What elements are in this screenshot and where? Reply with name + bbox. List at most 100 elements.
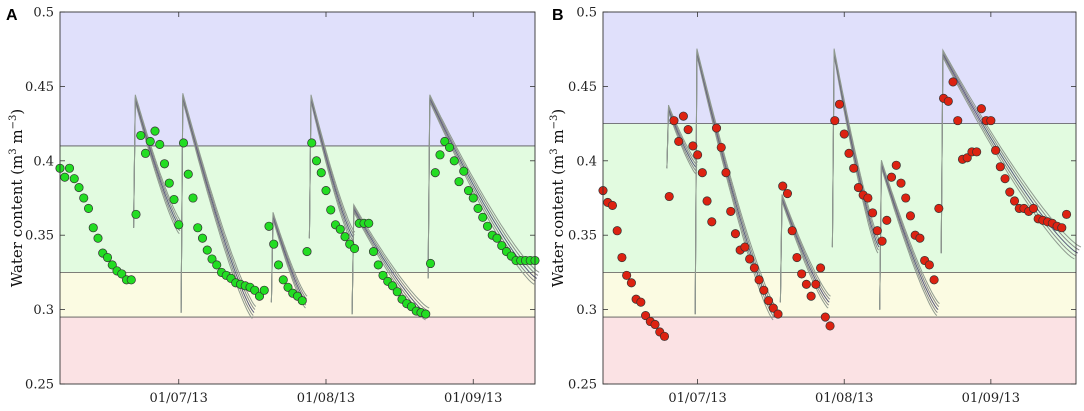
data-point-35 xyxy=(763,296,774,306)
plot-frame xyxy=(602,11,1077,385)
y-axis-label-superscript: −3 xyxy=(549,115,560,130)
data-point-11 xyxy=(107,260,117,270)
data-point-50 xyxy=(834,99,845,109)
data-point-13 xyxy=(117,269,127,279)
data-point-98 xyxy=(1061,209,1072,219)
data-point-52 xyxy=(844,148,854,158)
data-point-73 xyxy=(943,96,953,106)
band-1 xyxy=(603,123,1076,273)
y-tick-label: 0.5 xyxy=(33,6,54,21)
data-point-42 xyxy=(797,269,807,279)
sim-curve-0-3 xyxy=(133,96,182,228)
band-3 xyxy=(60,317,535,384)
data-point-2 xyxy=(64,163,75,173)
x-tick-label: 01/07/13 xyxy=(150,391,208,406)
data-point-48 xyxy=(825,321,835,331)
data-point-64 xyxy=(901,193,911,203)
data-point-43 xyxy=(801,279,811,289)
band-3 xyxy=(603,317,1076,384)
sim-curve-5-0 xyxy=(940,56,1075,260)
data-point-87 xyxy=(468,193,478,203)
data-point-52 xyxy=(302,247,312,257)
data-point-65 xyxy=(364,218,374,228)
y-tick-label: 0.25 xyxy=(568,378,597,393)
data-point-86 xyxy=(463,186,474,196)
data-point-67 xyxy=(373,260,383,270)
data-point-18 xyxy=(140,148,151,158)
simulation-curves xyxy=(133,93,540,321)
data-point-9 xyxy=(641,311,651,321)
data-point-62 xyxy=(349,244,360,254)
data-point-54 xyxy=(311,156,322,166)
data-point-24 xyxy=(169,194,179,205)
x-tick-label: 01/07/13 xyxy=(668,391,726,406)
data-point-70 xyxy=(387,281,398,291)
data-point-16 xyxy=(674,136,684,147)
data-point-25 xyxy=(716,142,726,152)
y-axis-label-superscript: −3 xyxy=(8,115,19,130)
data-point-59 xyxy=(335,224,345,234)
sim-curve-3-2 xyxy=(308,98,355,239)
data-point-19 xyxy=(145,136,155,147)
data-point-13 xyxy=(659,331,670,341)
data-point-1 xyxy=(60,172,70,182)
data-point-61 xyxy=(886,172,897,182)
data-point-77 xyxy=(962,153,972,163)
data-point-62 xyxy=(891,160,901,170)
data-point-57 xyxy=(326,205,336,215)
y-tick-label: 0.45 xyxy=(25,80,54,95)
data-point-89 xyxy=(478,212,488,222)
data-point-3 xyxy=(612,226,622,236)
data-point-30 xyxy=(197,233,208,243)
y-tick-label: 0.45 xyxy=(568,80,597,95)
data-point-48 xyxy=(283,282,293,292)
data-point-21 xyxy=(697,168,707,178)
data-point-79 xyxy=(972,147,982,157)
data-point-80 xyxy=(435,150,445,160)
data-point-19 xyxy=(688,141,698,151)
y-tick-label: 0.35 xyxy=(568,229,597,244)
data-point-90 xyxy=(482,221,493,231)
sim-curve-0-1 xyxy=(133,99,181,232)
data-point-68 xyxy=(378,270,388,280)
sim-curve-5-1 xyxy=(940,55,1077,257)
sim-curve-4-1 xyxy=(879,165,938,313)
data-point-69 xyxy=(924,260,934,270)
sim-curve-3-1 xyxy=(308,99,354,242)
sim-curve-2-3 xyxy=(779,196,831,303)
data-point-56 xyxy=(863,193,873,203)
data-point-16 xyxy=(131,209,141,219)
data-point-31 xyxy=(202,245,212,255)
data-point-4 xyxy=(617,252,627,263)
data-point-41 xyxy=(792,252,802,263)
data-point-84 xyxy=(454,177,464,187)
data-point-39 xyxy=(782,188,793,199)
data-point-5 xyxy=(622,270,632,280)
plot-frame xyxy=(59,11,536,385)
observed-points xyxy=(598,77,1072,341)
sim-curve-0-4 xyxy=(666,104,698,169)
data-point-8 xyxy=(636,297,646,307)
data-point-37 xyxy=(773,309,783,319)
y-axis-label-part: m xyxy=(8,129,26,148)
data-point-45 xyxy=(269,239,279,249)
y-axis-label: Water content (m3 m−3) xyxy=(549,109,567,287)
panel-label: B xyxy=(552,7,564,24)
data-point-6 xyxy=(626,278,636,288)
data-point-91 xyxy=(1028,203,1038,213)
sim-curve-5-3 xyxy=(427,96,539,279)
data-point-44 xyxy=(806,291,816,301)
data-point-79 xyxy=(430,168,440,178)
data-point-20 xyxy=(693,150,703,160)
data-point-14 xyxy=(664,191,674,202)
data-point-28 xyxy=(188,193,198,203)
data-point-33 xyxy=(754,275,764,285)
data-point-86 xyxy=(1005,187,1015,197)
data-point-29 xyxy=(193,223,203,233)
data-point-51 xyxy=(839,129,849,139)
data-point-80 xyxy=(976,104,986,114)
y-tick-label: 0.3 xyxy=(33,303,54,318)
data-point-66 xyxy=(368,247,379,257)
sim-curve-1-0 xyxy=(180,100,253,319)
panel-a: 0.25 0.3 0.35 0.4 0.45 0.5 01/07/13 01/08/13 01/… xyxy=(6,6,540,406)
